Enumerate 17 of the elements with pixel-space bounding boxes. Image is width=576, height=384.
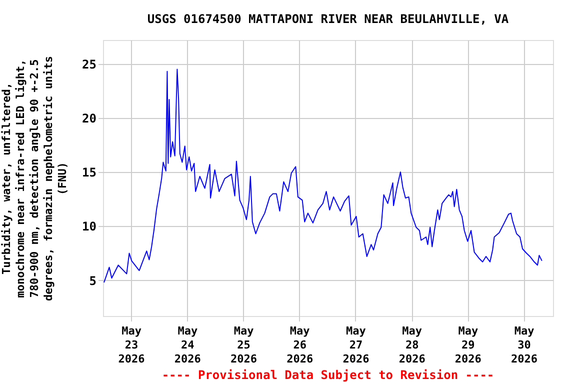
x-tick-label: May 26 2026 (286, 324, 314, 366)
x-tick-label: May 27 2026 (342, 324, 370, 366)
y-axis-title: Turbidity, water, unfiltered, monochrome near infra-red LED light, 780-900 nm, detection angle 90 +-2.5 degrees, formazin nephelometric units (FNU) (0, 56, 70, 302)
line-series (104, 68, 542, 283)
y-tick-label: 25 (82, 57, 96, 72)
text: ---- Provisional Data Subject to Revision ---- (162, 368, 494, 382)
x-tick-label: May 30 2026 (511, 324, 538, 366)
y-tick-label: 15 (82, 166, 96, 180)
x-tick-label: May 28 2026 (398, 324, 426, 366)
x-tick-label: May 25 2026 (230, 324, 258, 366)
x-tick-label: May 24 2026 (174, 324, 202, 366)
y-tick-label: 10 (82, 220, 96, 234)
x-tick-label: May 23 2026 (118, 324, 146, 366)
x-tick-label: May 29 2026 (454, 324, 482, 366)
y-tick-label: 5 (89, 274, 96, 288)
y-tick-label: 20 (82, 111, 96, 126)
chart-title: USGS 01674500 MATTAPONI RIVER NEAR BEULAHVILLE, VA (147, 12, 510, 26)
